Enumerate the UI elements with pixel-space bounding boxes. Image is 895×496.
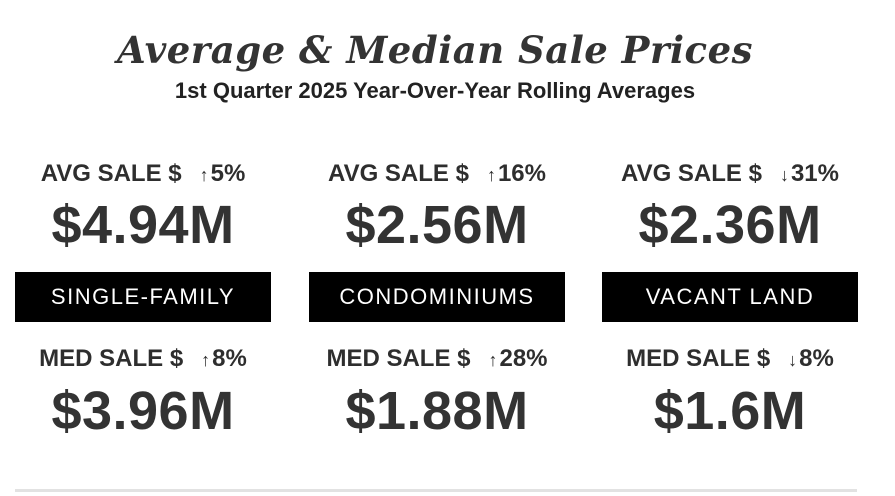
avg-change-value: 5% bbox=[210, 160, 246, 187]
column-single-family: AVG SALE $ ↑5% $4.94M SINGLE-FAMILY MED S… bbox=[15, 0, 271, 496]
med-change-value: 8% bbox=[799, 345, 834, 372]
column-vacant-land: AVG SALE $ ↓31% $2.36M VACANT LAND MED SA… bbox=[602, 0, 858, 496]
avg-change: ↑5% bbox=[200, 160, 246, 187]
avg-sale-label-row: AVG SALE $ ↑16% bbox=[309, 160, 565, 188]
column-condominiums: AVG SALE $ ↑16% $2.56M CONDOMINIUMS MED S… bbox=[309, 0, 565, 496]
med-sale-label-row: MED SALE $ ↑8% bbox=[15, 345, 271, 373]
arrow-down-icon: ↓ bbox=[779, 165, 789, 185]
category-banner: SINGLE-FAMILY bbox=[15, 272, 271, 322]
category-banner: VACANT LAND bbox=[602, 272, 858, 322]
arrow-up-icon: ↑ bbox=[486, 165, 496, 185]
avg-sale-label: AVG SALE $ bbox=[621, 160, 762, 187]
med-sale-value: $3.96M bbox=[51, 381, 235, 441]
bottom-divider bbox=[15, 489, 857, 492]
avg-sale-label-row: AVG SALE $ ↓31% bbox=[602, 160, 858, 188]
avg-sale-value: $2.56M bbox=[345, 195, 529, 255]
med-sale-label: MED SALE $ bbox=[39, 345, 184, 372]
category-banner: CONDOMINIUMS bbox=[309, 272, 565, 322]
avg-change-value: 31% bbox=[790, 160, 839, 187]
med-sale-label-row: MED SALE $ ↓8% bbox=[602, 345, 858, 373]
med-sale-value: $1.88M bbox=[345, 381, 529, 441]
med-change-value: 28% bbox=[499, 345, 548, 372]
med-change-value: 8% bbox=[212, 345, 247, 372]
med-change: ↓8% bbox=[788, 345, 834, 372]
arrow-down-icon: ↓ bbox=[788, 350, 798, 370]
page-title: Average & Median Sale Prices bbox=[117, 28, 753, 72]
avg-change: ↑16% bbox=[487, 160, 546, 187]
avg-sale-value: $2.36M bbox=[638, 195, 822, 255]
arrow-up-icon: ↑ bbox=[201, 350, 211, 370]
med-sale-label: MED SALE $ bbox=[626, 345, 771, 372]
med-change: ↑8% bbox=[201, 345, 247, 372]
avg-sale-label: AVG SALE $ bbox=[40, 160, 182, 187]
med-sale-value: $1.6M bbox=[653, 381, 807, 441]
avg-change-value: 16% bbox=[497, 160, 546, 187]
page-subtitle: 1st Quarter 2025 Year-Over-Year Rolling … bbox=[174, 78, 696, 103]
avg-sale-label-row: AVG SALE $ ↑5% bbox=[15, 160, 271, 188]
avg-change: ↓31% bbox=[780, 160, 839, 187]
med-sale-label: MED SALE $ bbox=[326, 345, 471, 372]
arrow-up-icon: ↑ bbox=[488, 350, 498, 370]
avg-sale-label: AVG SALE $ bbox=[328, 160, 469, 187]
med-sale-label-row: MED SALE $ ↑28% bbox=[309, 345, 565, 373]
avg-sale-value: $4.94M bbox=[51, 195, 235, 255]
med-change: ↑28% bbox=[488, 345, 547, 372]
arrow-up-icon: ↑ bbox=[199, 165, 209, 185]
